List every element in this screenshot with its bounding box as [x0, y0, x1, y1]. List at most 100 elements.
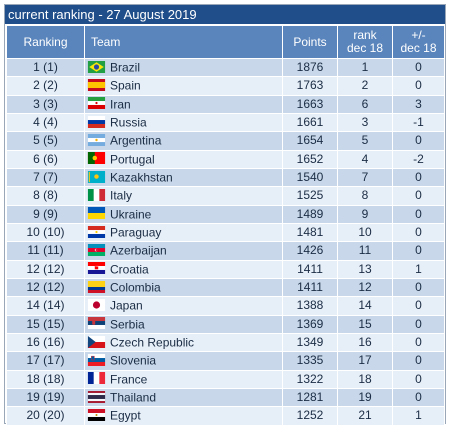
table-row[interactable]: 5 (5) Argentina 1654 5 0 — [6, 131, 445, 151]
ranking-cell: 11 (11) — [6, 241, 85, 261]
team-name[interactable]: Brazil — [110, 60, 141, 75]
ranking-cell: 17 (17) — [6, 351, 85, 371]
team-cell: Czech Republic — [84, 332, 283, 353]
team-cell: Russia — [84, 112, 283, 133]
iran-flag-icon — [87, 97, 106, 110]
table-row[interactable]: 16 (16) Czech Republic 1349 16 0 — [6, 332, 445, 353]
ranking-cell: 14 (14) — [6, 296, 85, 316]
points-cell: 1369 — [282, 314, 338, 334]
team-name[interactable]: Colombia — [110, 280, 161, 295]
team-name[interactable]: Japan — [110, 298, 143, 313]
serbia-flag-icon — [87, 317, 106, 330]
ranking-cell: 12 (12) — [6, 259, 85, 279]
table-row[interactable]: 2 (2) Spain 1763 2 0 — [6, 76, 445, 96]
ranking-cell: 5 (5) — [6, 131, 85, 151]
team-name[interactable]: Italy — [110, 188, 133, 203]
ranking-cell: 7 (7) — [6, 167, 85, 188]
table-row[interactable]: 15 (15) Serbia 1369 15 0 — [6, 314, 445, 334]
table-row[interactable]: 18 (18) France 1322 18 0 — [6, 369, 445, 389]
team-cell: Paraguay — [84, 222, 283, 243]
team-name[interactable]: Azerbaijan — [110, 243, 167, 258]
table-row[interactable]: 12 (12) Croatia 1411 13 1 — [6, 259, 445, 279]
points-cell: 1876 — [282, 57, 338, 78]
table-row[interactable]: 4 (4) Russia 1661 3 -1 — [6, 112, 445, 133]
team-name[interactable]: Egypt — [110, 408, 141, 423]
change-dec18-cell: 0 — [392, 222, 445, 243]
table-row[interactable]: 3 (3) Iran 1663 6 3 — [6, 94, 445, 114]
change-dec18-cell: -2 — [392, 149, 445, 169]
team-name[interactable]: France — [110, 371, 148, 386]
team-name[interactable]: Paraguay — [110, 225, 162, 240]
team-name[interactable]: Argentina — [110, 133, 162, 148]
team-name[interactable]: Croatia — [110, 261, 149, 276]
team-name[interactable]: Kazakhstan — [110, 170, 173, 185]
table-row[interactable]: 12 (12) Colombia 1411 12 0 — [6, 277, 445, 298]
change-dec18-cell: 0 — [392, 387, 445, 408]
team-cell: Brazil — [84, 57, 283, 78]
points-cell: 1335 — [282, 351, 338, 371]
column-header-team[interactable]: Team — [84, 25, 283, 59]
egypt-flag-icon — [87, 409, 106, 422]
argentina-flag-icon — [87, 134, 106, 147]
team-cell: Italy — [84, 186, 283, 206]
change-dec18-cell: 0 — [392, 204, 445, 224]
ranking-cell: 15 (15) — [6, 314, 85, 334]
rank-header-line2: dec 18 — [346, 41, 384, 55]
table-row[interactable]: 9 (9) Ukraine 1489 9 0 — [6, 204, 445, 224]
column-header-rank-dec18[interactable]: rank dec 18 — [337, 25, 393, 59]
table-row[interactable]: 19 (19) Thailand 1281 19 0 — [6, 387, 445, 408]
table-row[interactable]: 14 (14) Japan 1388 14 0 — [6, 296, 445, 316]
team-name[interactable]: Czech Republic — [110, 335, 195, 350]
team-cell: Slovenia — [84, 351, 283, 371]
table-row[interactable]: 8 (8) Italy 1525 8 0 — [6, 186, 445, 206]
team-name[interactable]: Slovenia — [110, 353, 157, 368]
rank-dec18-cell: 14 — [337, 296, 393, 316]
team-name[interactable]: Portugal — [110, 151, 155, 166]
team-cell: Serbia — [84, 314, 283, 334]
team-cell: Argentina — [84, 131, 283, 151]
team-name[interactable]: Ukraine — [110, 206, 152, 221]
ranking-cell: 10 (10) — [6, 222, 85, 243]
portugal-flag-icon — [87, 152, 106, 165]
points-cell: 1426 — [282, 241, 338, 261]
ranking-cell: 2 (2) — [6, 76, 85, 96]
points-cell: 1252 — [282, 406, 338, 426]
points-cell: 1388 — [282, 296, 338, 316]
points-cell: 1411 — [282, 259, 338, 279]
table-row[interactable]: 7 (7) Kazakhstan 1540 7 0 — [6, 167, 445, 188]
points-cell: 1322 — [282, 369, 338, 389]
points-cell: 1281 — [282, 387, 338, 408]
table-row[interactable]: 10 (10) Paraguay 1481 10 0 — [6, 222, 445, 243]
ranking-panel: current ranking - 27 August 2019 Ranking… — [4, 4, 446, 426]
table-row[interactable]: 20 (20) Egypt 1252 21 1 — [6, 406, 445, 426]
ranking-cell: 3 (3) — [6, 94, 85, 114]
change-dec18-cell: 0 — [392, 76, 445, 96]
italy-flag-icon — [87, 189, 106, 202]
ranking-cell: 1 (1) — [6, 57, 85, 78]
team-name[interactable]: Spain — [110, 78, 141, 93]
team-name[interactable]: Russia — [110, 115, 147, 130]
change-header-line1: +/- — [411, 28, 426, 42]
column-header-points[interactable]: Points — [282, 25, 338, 59]
table-row[interactable]: 1 (1) Brazil 1876 1 0 — [6, 57, 445, 78]
team-cell: Japan — [84, 296, 283, 316]
rank-header-line1: rank — [353, 28, 377, 42]
change-dec18-cell: 0 — [392, 332, 445, 353]
russia-flag-icon — [87, 115, 106, 128]
table-row[interactable]: 6 (6) Portugal 1652 4 -2 — [6, 149, 445, 169]
ranking-cell: 12 (12) — [6, 277, 85, 298]
column-header-ranking[interactable]: Ranking — [6, 25, 85, 59]
team-name[interactable]: Iran — [110, 96, 131, 111]
points-cell: 1411 — [282, 277, 338, 298]
rank-dec18-cell: 17 — [337, 351, 393, 371]
table-row[interactable]: 11 (11) Azerbaijan 1426 11 0 — [6, 241, 445, 261]
rank-dec18-cell: 10 — [337, 222, 393, 243]
rank-dec18-cell: 3 — [337, 112, 393, 133]
team-name[interactable]: Thailand — [110, 390, 157, 405]
column-header-change-dec18[interactable]: +/- dec 18 — [392, 25, 445, 59]
team-cell: Spain — [84, 76, 283, 96]
rank-dec18-cell: 15 — [337, 314, 393, 334]
rank-dec18-cell: 9 — [337, 204, 393, 224]
team-name[interactable]: Serbia — [110, 316, 145, 331]
table-row[interactable]: 17 (17) Slovenia 1335 17 0 — [6, 351, 445, 371]
